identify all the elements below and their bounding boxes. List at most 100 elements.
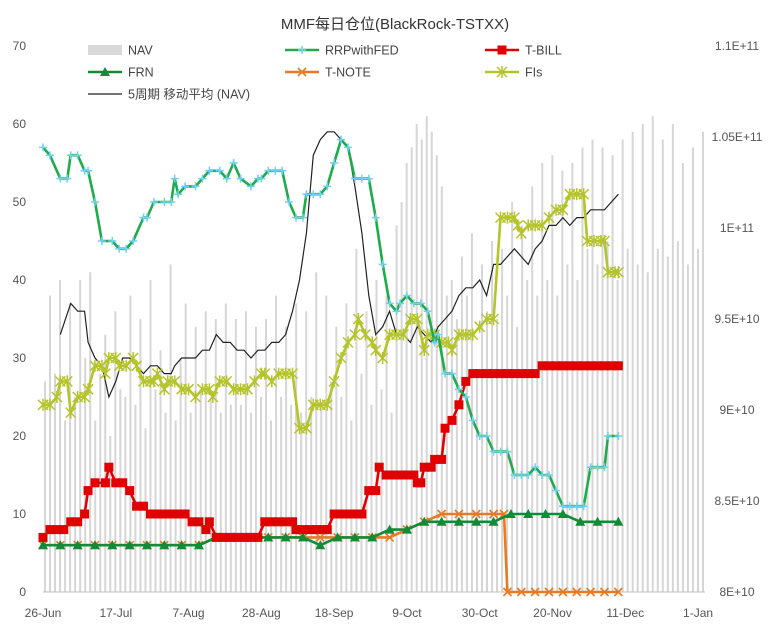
marker-plus: [586, 463, 595, 472]
x-tick-label: 18-Sep: [315, 606, 354, 620]
marker-square: [350, 509, 360, 519]
marker-square: [409, 470, 419, 480]
marker-x: [530, 587, 540, 597]
marker-square: [100, 478, 110, 488]
marker-plus: [323, 182, 332, 191]
marker-triangle: [592, 516, 603, 526]
marker-plus: [454, 385, 463, 394]
marker-plus: [198, 174, 207, 183]
marker-triangle: [349, 532, 360, 542]
marker-plus: [45, 151, 54, 160]
marker-plus: [246, 182, 255, 191]
marker-star: [61, 375, 73, 388]
marker-square: [416, 478, 426, 488]
marker-plus: [229, 159, 238, 167]
marker-plus: [468, 416, 477, 425]
marker-square: [180, 509, 190, 519]
marker-plus: [236, 174, 245, 183]
marker-plus: [350, 174, 359, 183]
marker-x: [586, 587, 596, 597]
marker-triangle: [72, 540, 83, 550]
marker-plus: [364, 174, 373, 183]
marker-square: [66, 517, 76, 527]
legend-item-nav: NAV: [88, 44, 153, 58]
marker-x: [437, 509, 447, 519]
marker-plus: [174, 190, 183, 199]
marker-square: [447, 415, 457, 425]
marker-square: [496, 369, 506, 379]
marker-plus: [330, 159, 339, 167]
marker-star: [488, 313, 500, 325]
y-left-tick-label: 30: [13, 351, 27, 365]
marker-triangle: [141, 540, 152, 550]
marker-square: [475, 369, 485, 379]
marker-square: [371, 486, 381, 496]
marker-triangle: [436, 516, 447, 526]
marker-square: [599, 361, 609, 371]
marker-square: [253, 532, 263, 542]
marker-plus: [39, 143, 47, 152]
marker-star: [82, 383, 94, 396]
marker-square: [388, 470, 398, 480]
y-right-tick-label: 1.1E+11: [715, 39, 759, 53]
marker-star: [335, 352, 347, 364]
legend-label: T-BILL: [525, 44, 562, 58]
marker-star: [151, 367, 163, 380]
marker-star: [328, 375, 340, 388]
marker-plus: [392, 307, 401, 316]
marker-square: [239, 532, 249, 542]
marker-square: [357, 509, 367, 519]
marker-square: [225, 532, 235, 542]
marker-star: [51, 391, 63, 403]
marker-triangle: [263, 532, 274, 542]
legend-label: NAV: [128, 44, 153, 58]
marker-x: [385, 532, 395, 542]
marker-square: [523, 369, 533, 379]
marker-square: [336, 509, 346, 519]
marker-plus: [385, 299, 394, 308]
marker-square: [537, 361, 547, 371]
marker-square: [312, 525, 322, 535]
marker-plus: [122, 244, 131, 253]
marker-square: [516, 369, 526, 379]
marker-square: [437, 454, 447, 464]
marker-plus: [371, 213, 380, 222]
marker-plus: [603, 432, 612, 440]
marker-plus: [524, 471, 533, 479]
y-right-tick-label: 8E+10: [719, 585, 754, 599]
marker-plus: [503, 447, 512, 456]
marker-star: [446, 344, 458, 357]
marker-plus: [316, 190, 325, 199]
y-left-tick-label: 70: [13, 39, 27, 53]
marker-square: [187, 517, 197, 527]
marker-plus: [215, 166, 224, 175]
marker-square: [558, 361, 568, 371]
y-right-tick-label: 9.5E+10: [714, 312, 759, 326]
marker-plus: [579, 502, 588, 511]
series-frn: [38, 509, 624, 550]
legend-swatch: [88, 45, 122, 55]
marker-plus: [90, 198, 99, 206]
axes: 0 10 20 30 40 50 60 70 8E+10 8.5E+10 9E+10 9.5E+10 1…: [13, 39, 763, 620]
series-fis: [37, 188, 624, 435]
marker-triangle: [315, 540, 326, 550]
marker-triangle: [367, 532, 378, 542]
marker-triangle: [505, 509, 516, 518]
marker-star: [578, 188, 590, 201]
marker-plus: [447, 369, 456, 378]
marker-plus: [264, 166, 273, 175]
marker-square: [565, 361, 575, 371]
marker-star: [598, 235, 611, 247]
marker-square: [343, 509, 353, 519]
marker-triangle: [488, 516, 499, 526]
marker-square: [426, 462, 436, 472]
y-left-tick-label: 60: [13, 117, 27, 131]
marker-square: [298, 525, 308, 535]
marker-x: [572, 587, 582, 597]
legend-label: T-NOTE: [325, 66, 371, 80]
marker-star: [131, 359, 143, 372]
marker-square: [260, 517, 270, 527]
marker-plus: [66, 151, 75, 160]
series-tbill: [38, 361, 623, 542]
